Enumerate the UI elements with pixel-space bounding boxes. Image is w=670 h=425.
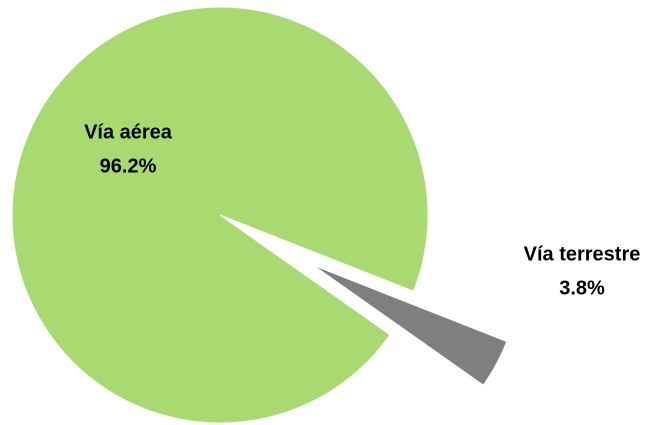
slice-value-label: 96.2% — [100, 155, 157, 177]
slice-label: Vía aérea — [84, 121, 173, 143]
pie-slice — [11, 6, 429, 424]
slice-value-label: 3.8% — [559, 277, 605, 299]
slice-label: Vía terrestre — [524, 243, 641, 265]
pie-slice — [313, 264, 508, 386]
